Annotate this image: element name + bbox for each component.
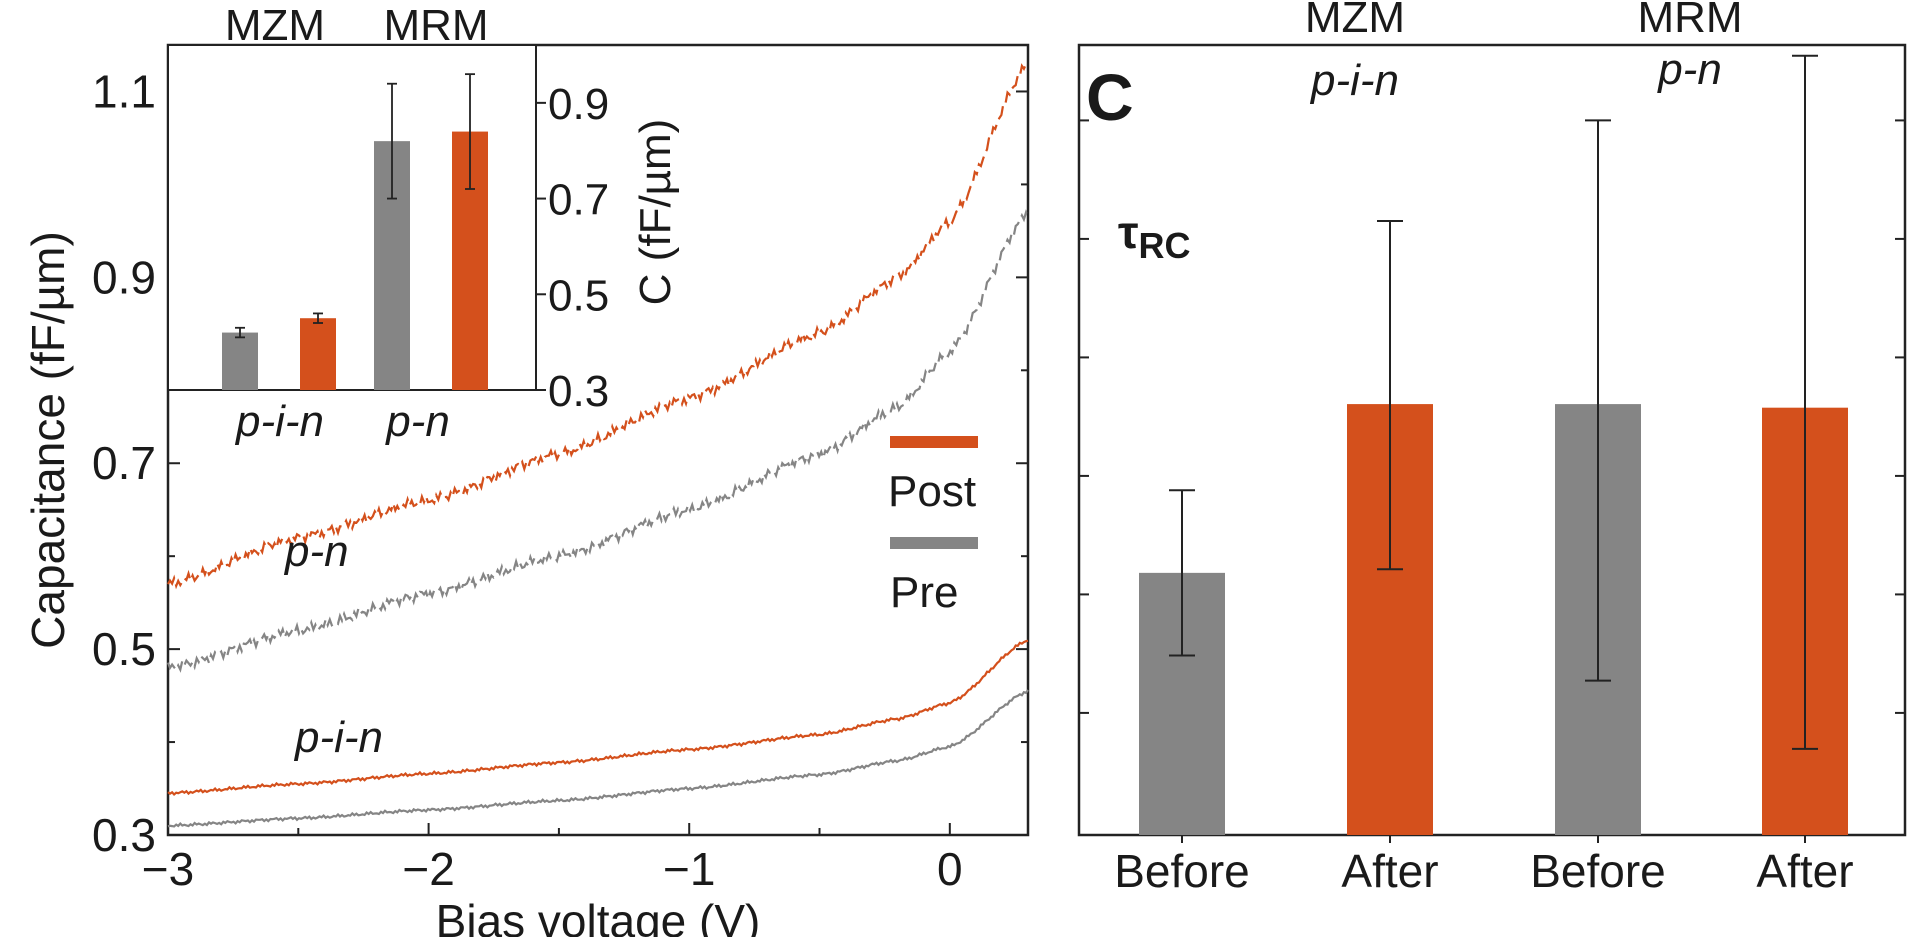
inset-y-tick-label: 0.5 — [548, 271, 609, 320]
series-line-p-i-n-pre — [167, 689, 1029, 828]
legend-swatch-pre — [890, 537, 978, 549]
annotation-pin: p-i-n — [293, 713, 383, 762]
group-title-mrm: MRM — [1637, 0, 1742, 42]
category-label: Before — [1114, 845, 1250, 897]
x-tick-label: −1 — [663, 843, 715, 895]
category-label: After — [1756, 845, 1853, 897]
plot-frame-left — [166, 43, 1030, 837]
x-tick-label: 0 — [937, 843, 963, 895]
inset-y-tick-label: 0.9 — [548, 80, 609, 129]
category-label: After — [1341, 845, 1438, 897]
y-tick-label: 0.5 — [92, 623, 156, 675]
inset-group-label-pn: p-n — [384, 397, 450, 446]
inset-y-tick-label: 0.7 — [548, 176, 609, 225]
y-tick-label: 1.1 — [92, 65, 156, 117]
tau-subscript: RC — [1139, 225, 1191, 266]
inset-bar-p-i-n-post — [300, 318, 336, 390]
inset-y-axis-title: C (fF/µm) — [631, 119, 680, 306]
y-axis-title: Capacitance (fF/µm) — [22, 231, 74, 649]
panel-tau-rc: Before After Before After C τRC MZM p-i-n M… — [1077, 0, 1907, 897]
inset-chart: 0.3 0.5 0.7 0.9 MZM MRM p-i-n p-n C (fF/µm) — [167, 1, 680, 446]
plot-frame-right — [1077, 43, 1907, 837]
legend: Post Pre — [888, 436, 978, 617]
series-line-p-n-post — [167, 63, 1029, 590]
y-tick-label: 0.9 — [92, 251, 156, 303]
left-series-lines — [166, 63, 1030, 828]
group-subtitle-pn: p-n — [1656, 45, 1722, 94]
inset-axis-ticks: 0.3 0.5 0.7 0.9 — [536, 80, 609, 416]
legend-label-pre: Pre — [890, 568, 958, 617]
right-axis-ticks — [1079, 119, 1905, 714]
series-line-p-i-n-post — [167, 639, 1029, 797]
x-tick-label: −3 — [142, 843, 194, 895]
inset-title-mrm: MRM — [383, 1, 488, 50]
panel-capacitance: −3 −2 −1 00.30.50.70.91.1 Bias voltage (V) … — [22, 1, 1030, 937]
inset-bars — [222, 73, 488, 391]
series-line-p-n-pre — [166, 209, 1030, 673]
legend-label-post: Post — [888, 467, 976, 516]
y-tick-label: 0.7 — [92, 437, 156, 489]
left-axis-ticks: −3 −2 −1 0 0.3 0.5 0.7 0.9 1.1 — [92, 65, 1028, 895]
inset-bar-p-i-n-pre — [222, 332, 258, 390]
x-axis-title: Bias voltage (V) — [436, 895, 761, 937]
right-bars: Before After Before After — [1114, 54, 1854, 897]
legend-swatch-post — [890, 436, 978, 448]
inset-group-label-pin: p-i-n — [234, 397, 324, 446]
tau-rc-annotation: τRC — [1118, 206, 1191, 266]
annotation-pn: p-n — [283, 527, 349, 576]
inset-title-mzm: MZM — [225, 1, 325, 50]
group-subtitle-pin: p-i-n — [1309, 56, 1399, 105]
group-title-mzm: MZM — [1305, 0, 1405, 42]
tau-symbol: τ — [1118, 206, 1139, 258]
y-tick-label: 0.3 — [92, 809, 156, 861]
inset-y-tick-label: 0.3 — [548, 367, 609, 416]
panel-label-c: C — [1086, 60, 1134, 134]
x-tick-label: −2 — [402, 843, 454, 895]
category-label: Before — [1530, 845, 1666, 897]
